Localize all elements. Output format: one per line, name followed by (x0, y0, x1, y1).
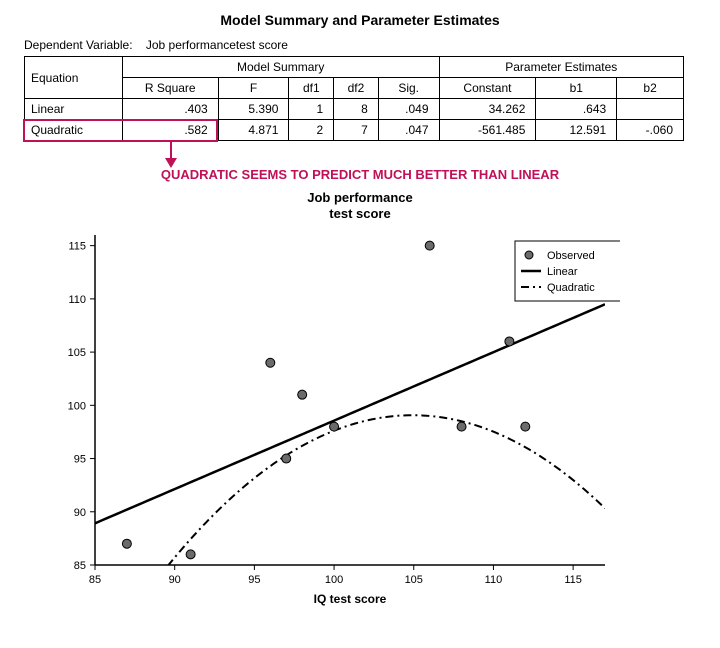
cell: -.060 (617, 120, 684, 141)
data-point (425, 241, 434, 250)
cell: .582 (122, 120, 218, 141)
cell (617, 99, 684, 120)
cell: 12.591 (536, 120, 617, 141)
col-f: F (218, 78, 289, 99)
col-df2: df2 (334, 78, 379, 99)
legend-label: Linear (547, 266, 578, 278)
cell: .403 (122, 99, 218, 120)
col-constant: Constant (439, 78, 536, 99)
col-equation: Equation (25, 57, 123, 99)
svg-text:100: 100 (325, 574, 343, 586)
highlight-arrow (170, 142, 172, 160)
data-point (186, 550, 195, 559)
svg-text:95: 95 (74, 454, 86, 466)
svg-text:110: 110 (68, 294, 86, 306)
legend-label: Quadratic (547, 282, 595, 294)
svg-text:90: 90 (169, 574, 181, 586)
cell: .643 (536, 99, 617, 120)
data-point (505, 337, 514, 346)
data-point (266, 358, 275, 367)
col-b2: b2 (617, 78, 684, 99)
cell: Linear (25, 99, 123, 120)
cell: 1 (289, 99, 334, 120)
svg-text:95: 95 (248, 574, 260, 586)
model-summary-table: Equation Model Summary Parameter Estimat… (24, 56, 684, 141)
svg-text:110: 110 (485, 574, 503, 586)
cell: Quadratic (25, 120, 123, 141)
svg-text:105: 105 (405, 574, 423, 586)
dependent-variable-line: Dependent Variable: Job performancetest … (24, 38, 696, 52)
chart-container: Job performance test score 85 90 95 100 105 1… (40, 190, 680, 610)
cell: 2 (289, 120, 334, 141)
cell: -561.485 (439, 120, 536, 141)
model-table-container: Equation Model Summary Parameter Estimat… (24, 56, 696, 141)
svg-text:90: 90 (74, 507, 86, 519)
table-row: Linear.4035.39018.04934.262.643 (25, 99, 684, 120)
linear-line (95, 304, 605, 523)
data-point (282, 454, 291, 463)
col-rsquare: R Square (122, 78, 218, 99)
cell: 5.390 (218, 99, 289, 120)
page-title: Model Summary and Parameter Estimates (24, 12, 696, 28)
depvar-value: Job performancetest score (146, 38, 288, 52)
data-point (521, 422, 530, 431)
data-point (330, 422, 339, 431)
svg-text:85: 85 (89, 574, 101, 586)
callout-text: QUADRATIC SEEMS TO PREDICT MUCH BETTER T… (24, 167, 696, 182)
group-parameter-estimates: Parameter Estimates (439, 57, 683, 78)
col-sig: Sig. (378, 78, 439, 99)
col-b1: b1 (536, 78, 617, 99)
cell: 4.871 (218, 120, 289, 141)
group-model-summary: Model Summary (122, 57, 439, 78)
svg-text:85: 85 (74, 560, 86, 572)
svg-text:100: 100 (68, 401, 86, 413)
svg-text:115: 115 (564, 574, 582, 586)
scatter-chart: 85 90 95 100 105 110 115 85 90 95 100 105 110 115 IQ t… (40, 225, 620, 610)
svg-text:115: 115 (68, 241, 86, 253)
cell: .047 (378, 120, 439, 141)
data-point (457, 422, 466, 431)
data-point (298, 390, 307, 399)
data-point (122, 539, 131, 548)
legend-label: Observed (547, 250, 595, 262)
cell: .049 (378, 99, 439, 120)
cell: 34.262 (439, 99, 536, 120)
cell: 7 (334, 120, 379, 141)
svg-text:105: 105 (68, 347, 86, 359)
table-row: Quadratic.5824.87127.047-561.48512.591-.… (25, 120, 684, 141)
depvar-label: Dependent Variable: (24, 38, 133, 52)
col-df1: df1 (289, 78, 334, 99)
chart-title: Job performance test score (40, 190, 680, 221)
svg-text:IQ test score: IQ test score (314, 592, 387, 606)
cell: 8 (334, 99, 379, 120)
